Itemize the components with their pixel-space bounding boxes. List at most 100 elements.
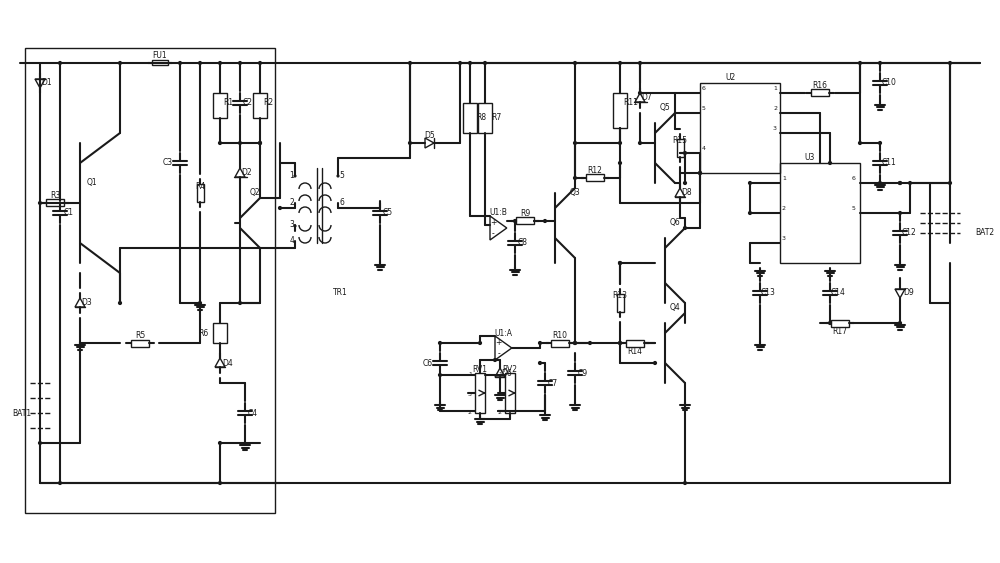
Circle shape — [219, 481, 221, 484]
Circle shape — [239, 302, 241, 305]
Text: R3: R3 — [50, 191, 60, 200]
Bar — [131, 339, 149, 346]
Text: R12: R12 — [588, 167, 602, 176]
Text: BAT2: BAT2 — [975, 229, 994, 238]
Circle shape — [619, 61, 621, 64]
Text: 2: 2 — [782, 207, 786, 212]
Text: -: - — [497, 349, 500, 358]
Text: FU1: FU1 — [153, 51, 167, 60]
Text: C1: C1 — [64, 208, 74, 217]
Bar — [46, 199, 64, 207]
Bar — [505, 373, 515, 413]
Text: C4: C4 — [248, 409, 258, 418]
Circle shape — [259, 142, 261, 144]
Text: C5: C5 — [383, 208, 393, 217]
Circle shape — [899, 321, 901, 324]
Text: C13: C13 — [761, 288, 775, 297]
Circle shape — [409, 142, 411, 144]
Circle shape — [899, 182, 901, 185]
Text: R6: R6 — [198, 328, 208, 337]
Text: R4: R4 — [195, 182, 205, 191]
Circle shape — [439, 342, 441, 345]
Bar — [152, 60, 168, 65]
Circle shape — [829, 321, 831, 324]
Text: +: + — [490, 218, 497, 227]
Bar — [551, 339, 569, 346]
Bar — [586, 175, 604, 181]
Text: R8: R8 — [476, 114, 486, 123]
Text: D9: D9 — [904, 288, 914, 297]
Circle shape — [639, 92, 641, 95]
Circle shape — [619, 262, 621, 265]
Circle shape — [484, 61, 486, 64]
Text: Q6: Q6 — [670, 218, 680, 227]
Text: D6: D6 — [502, 369, 512, 378]
Bar — [463, 103, 477, 133]
Text: Q1: Q1 — [87, 178, 97, 187]
Text: U3: U3 — [805, 154, 815, 163]
Text: 2: 2 — [498, 409, 502, 414]
Text: 2: 2 — [468, 409, 472, 414]
Circle shape — [239, 61, 241, 64]
Circle shape — [589, 342, 591, 345]
Circle shape — [574, 342, 576, 345]
Text: D5: D5 — [425, 132, 435, 141]
Text: R15: R15 — [672, 136, 688, 145]
Text: +: + — [495, 338, 502, 347]
Circle shape — [574, 61, 576, 64]
Text: U1:A: U1:A — [494, 328, 512, 337]
Text: C8: C8 — [518, 239, 528, 248]
Bar — [613, 93, 627, 128]
Circle shape — [949, 61, 951, 64]
Text: C11: C11 — [882, 159, 896, 168]
Text: R1: R1 — [223, 99, 233, 108]
Text: U1:B: U1:B — [489, 208, 507, 217]
Circle shape — [899, 182, 901, 185]
Circle shape — [439, 374, 441, 377]
Circle shape — [39, 202, 41, 204]
Circle shape — [619, 342, 621, 345]
Text: D7: D7 — [642, 93, 652, 102]
Circle shape — [259, 61, 261, 64]
Circle shape — [199, 61, 201, 64]
Circle shape — [699, 172, 701, 175]
Text: 5: 5 — [702, 106, 706, 111]
Bar — [196, 184, 204, 202]
Circle shape — [494, 359, 496, 361]
Text: RV2: RV2 — [503, 364, 518, 373]
Circle shape — [39, 441, 41, 444]
Text: 2: 2 — [773, 106, 777, 111]
Circle shape — [469, 61, 471, 64]
Text: 4: 4 — [290, 236, 294, 245]
Bar — [475, 373, 485, 413]
Circle shape — [859, 142, 861, 144]
Circle shape — [619, 262, 621, 265]
Circle shape — [59, 481, 61, 484]
Circle shape — [479, 342, 481, 345]
Text: 1: 1 — [498, 373, 502, 378]
Text: C14: C14 — [831, 288, 845, 297]
Text: U2: U2 — [725, 74, 735, 83]
Circle shape — [829, 162, 831, 164]
Text: 2: 2 — [290, 199, 294, 208]
Bar — [213, 93, 227, 118]
Bar — [780, 163, 860, 263]
Circle shape — [199, 302, 201, 305]
Circle shape — [574, 342, 576, 345]
Text: TR1: TR1 — [333, 288, 347, 297]
Circle shape — [859, 61, 861, 64]
Text: R17: R17 — [832, 328, 848, 337]
Text: 3: 3 — [498, 391, 502, 396]
Text: C3: C3 — [163, 159, 173, 168]
Circle shape — [639, 61, 641, 64]
Circle shape — [239, 142, 241, 144]
Text: 5: 5 — [340, 172, 344, 181]
Text: R14: R14 — [628, 347, 642, 356]
Circle shape — [119, 61, 121, 64]
Circle shape — [539, 361, 541, 364]
Text: Q5: Q5 — [660, 104, 670, 113]
Bar — [676, 139, 684, 157]
Circle shape — [699, 172, 701, 175]
Bar — [616, 294, 624, 312]
Text: D1: D1 — [42, 78, 52, 87]
